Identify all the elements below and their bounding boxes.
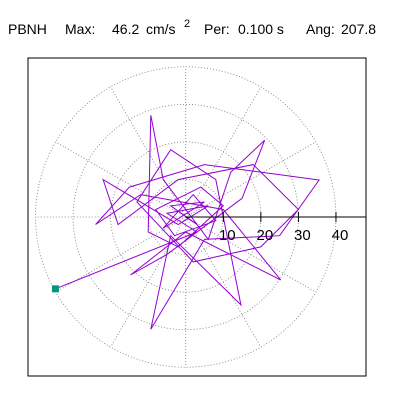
max-units: cm/s bbox=[146, 21, 176, 37]
per-value: 0.100 s bbox=[238, 21, 284, 37]
max-value: 46.2 bbox=[112, 21, 139, 37]
radial-grid-line bbox=[185, 141, 317, 218]
trace bbox=[55, 115, 320, 330]
tick-label: 10 bbox=[219, 227, 236, 244]
max-units-exp: 2 bbox=[184, 18, 190, 30]
tick-label: 20 bbox=[257, 227, 274, 244]
tick-label: 30 bbox=[294, 227, 311, 244]
end-marker bbox=[51, 285, 59, 293]
max-label: Max: bbox=[65, 21, 95, 37]
radial-grid-line bbox=[185, 216, 317, 293]
station: PBNH bbox=[8, 21, 47, 37]
ang-value: 207.8 bbox=[341, 21, 376, 37]
radial-grid-line bbox=[110, 86, 187, 218]
per-label: Per: bbox=[204, 21, 230, 37]
radial-grid-line bbox=[185, 86, 262, 218]
radial-grid-line bbox=[110, 216, 187, 348]
radial-grid-line bbox=[55, 216, 186, 293]
ang-label: Ang: bbox=[306, 21, 335, 37]
tick-label: 40 bbox=[332, 227, 349, 244]
radial-grid-line bbox=[55, 141, 186, 218]
radial-grid-line bbox=[185, 216, 262, 348]
